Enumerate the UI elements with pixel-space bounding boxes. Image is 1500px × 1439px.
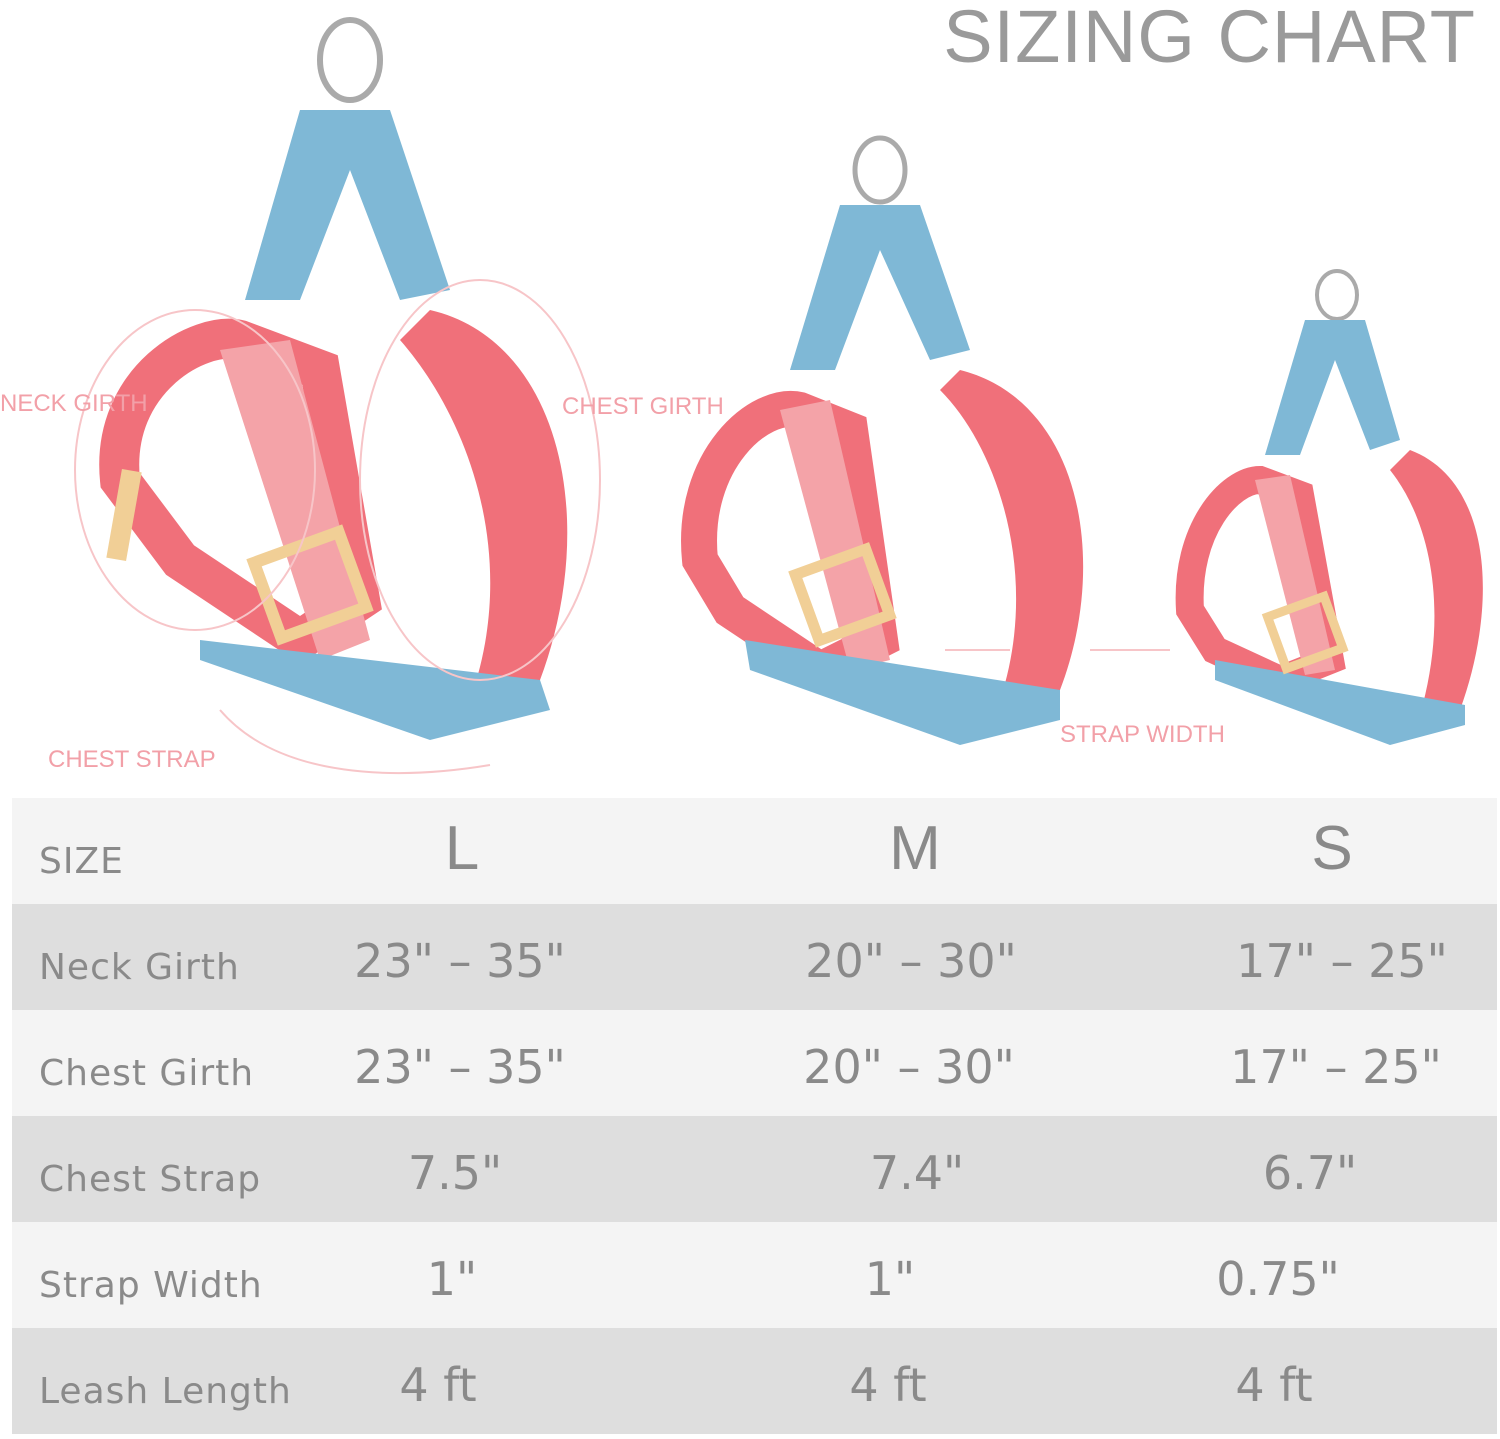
cell-s: 17" – 25" — [1230, 1040, 1442, 1094]
size-header: SIZE — [39, 841, 124, 882]
size-s: S — [1311, 814, 1353, 883]
cell-l: 1" — [426, 1252, 478, 1306]
cell-m: 4 ft — [849, 1358, 927, 1412]
row-label: Chest Strap — [39, 1159, 262, 1200]
harness-illustrations — [74, 17, 1483, 774]
neck-girth-annotation: NECK GIRTH — [0, 390, 148, 417]
table-row: Chest Girth 23" – 35" 20" – 30" 17" – 25… — [12, 1010, 1497, 1116]
cell-s: 17" – 25" — [1236, 934, 1448, 988]
cell-m: 7.4" — [869, 1146, 965, 1200]
cell-l: 23" – 35" — [354, 1040, 566, 1094]
table-row: Chest Strap 7.5" 7.4" 6.7" — [12, 1116, 1497, 1222]
size-l: L — [444, 814, 480, 883]
cell-m: 1" — [864, 1252, 916, 1306]
harness-large — [74, 17, 601, 774]
table-row: Neck Girth 23" – 35" 20" – 30" 17" – 25" — [12, 904, 1497, 1010]
table-header-row: SIZE L M S — [12, 798, 1497, 904]
cell-s: 6.7" — [1262, 1146, 1358, 1200]
chart-title: SIZING CHART — [943, 0, 1476, 78]
cell-l: 23" – 35" — [354, 934, 566, 988]
cell-l: 7.5" — [407, 1146, 503, 1200]
chest-girth-annotation: CHEST GIRTH — [562, 393, 724, 420]
row-label: Strap Width — [39, 1265, 263, 1306]
table-row: Strap Width 1" 1" 0.75" — [12, 1222, 1497, 1328]
chest-strap-annotation: CHEST STRAP — [48, 746, 216, 773]
harness-small — [1175, 269, 1483, 745]
size-m: M — [889, 814, 941, 883]
cell-s: 0.75" — [1216, 1252, 1340, 1306]
row-label: Neck Girth — [39, 947, 240, 988]
strap-width-annotation: STRAP WIDTH — [1060, 721, 1225, 748]
sizing-table: SIZE L M S Neck Girth 23" – 35" 20" – 30… — [12, 798, 1497, 1434]
cell-s: 4 ft — [1235, 1358, 1313, 1412]
cell-m: 20" – 30" — [805, 934, 1017, 988]
row-label: Chest Girth — [39, 1053, 255, 1094]
cell-l: 4 ft — [399, 1358, 477, 1412]
harness-medium — [681, 135, 1170, 745]
table-row: Leash Length 4 ft 4 ft 4 ft — [12, 1328, 1497, 1434]
cell-m: 20" – 30" — [803, 1040, 1015, 1094]
row-label: Leash Length — [39, 1371, 292, 1412]
